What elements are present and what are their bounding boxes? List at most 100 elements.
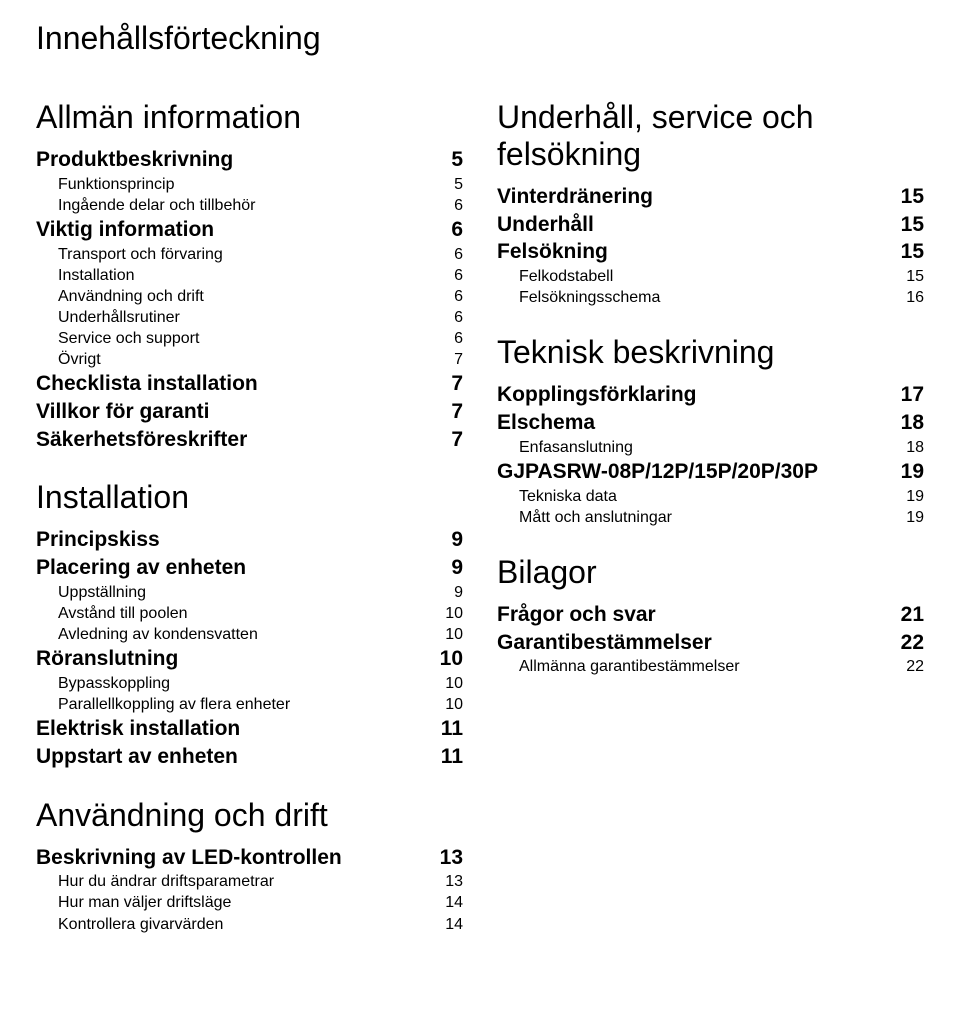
toc-entry-page: 6 — [431, 307, 463, 328]
toc-entry-page: 15 — [892, 266, 924, 287]
toc-entry-page: 10 — [431, 694, 463, 715]
toc-row: Viktig information 6 — [36, 216, 463, 244]
toc-entry-page: 11 — [431, 715, 463, 743]
toc-entry-page: 14 — [431, 892, 463, 913]
toc-entry-page: 10 — [431, 673, 463, 694]
toc-row: Hur man väljer driftsläge 14 — [36, 892, 463, 913]
section-title: Bilagor — [497, 554, 924, 591]
toc-entry-page: 6 — [431, 286, 463, 307]
toc-row: Tekniska data 19 — [497, 486, 924, 507]
toc-entry-label: Villkor för garanti — [36, 398, 218, 426]
toc-entry-label: Användning och drift — [36, 286, 212, 307]
toc-entry-label: Felsökningsschema — [497, 287, 668, 308]
toc-entry-label: Felsökning — [497, 238, 616, 266]
toc-entry-page: 15 — [892, 211, 924, 239]
toc-entry-label: Elektrisk installation — [36, 715, 248, 743]
toc-row: Övrigt7 — [36, 349, 463, 370]
toc-entry-label: Produktbeskrivning — [36, 146, 241, 174]
toc-row: Enfasanslutning18 — [497, 437, 924, 458]
toc-row: Produktbeskrivning 5 — [36, 146, 463, 174]
toc-entry-page: 22 — [892, 656, 924, 677]
section-title: Användning och drift — [36, 797, 463, 834]
toc-entry-page: 6 — [431, 265, 463, 286]
toc-entry-page: 19 — [892, 507, 924, 528]
toc-entry-label: Elschema — [497, 409, 603, 437]
toc-row: Parallellkoppling av flera enheter 10 — [36, 694, 463, 715]
toc-columns: Allmän informationProduktbeskrivning5Fun… — [36, 99, 924, 961]
toc-row: Bypasskoppling 10 — [36, 673, 463, 694]
toc-row: Uppstart av enheten11 — [36, 743, 463, 771]
toc-entry-label: Underhåll — [497, 211, 602, 239]
section-title: Underhåll, service och felsökning — [497, 99, 924, 173]
toc-entry-label: Avledning av kondensvatten — [36, 624, 266, 645]
toc-entry-page: 5 — [431, 146, 463, 174]
toc-entry-label: Säkerhetsföreskrifter — [36, 426, 255, 454]
toc-row: Avstånd till poolen10 — [36, 603, 463, 624]
toc-entry-label: Röranslutning — [36, 645, 186, 673]
toc-entry-label: Ingående delar och tillbehör — [36, 195, 263, 216]
toc-entry-label: Garantibestämmelser — [497, 629, 720, 657]
toc-entry-page: 13 — [431, 844, 463, 872]
toc-entry-page: 19 — [892, 458, 924, 486]
toc-row: Allmänna garantibestämmelser22 — [497, 656, 924, 677]
toc-right-column: Underhåll, service och felsökning Vinterd… — [497, 99, 924, 961]
toc-row: Funktionsprincip5 — [36, 174, 463, 195]
toc-row: Användning och drift 6 — [36, 286, 463, 307]
toc-entry-label: Mått och anslutningar — [497, 507, 680, 528]
toc-row: Mått och anslutningar 19 — [497, 507, 924, 528]
toc-entry-label: Transport och förvaring — [36, 244, 231, 265]
toc-entry-page: 7 — [431, 370, 463, 398]
section-title: Teknisk beskrivning — [497, 334, 924, 371]
toc-entry-page: 19 — [892, 486, 924, 507]
toc-entry-page: 10 — [431, 645, 463, 673]
toc-row: Underhåll 15 — [497, 211, 924, 239]
toc-entry-label: Funktionsprincip — [36, 174, 183, 195]
toc-entry-page: 9 — [431, 582, 463, 603]
toc-entry-page: 9 — [431, 554, 463, 582]
toc-row: Placering av enheten9 — [36, 554, 463, 582]
toc-entry-label: Bypasskoppling — [36, 673, 178, 694]
toc-entry-label: Parallellkoppling av flera enheter — [36, 694, 298, 715]
toc-row: Transport och förvaring6 — [36, 244, 463, 265]
toc-entry-label: Kontrollera givarvärden — [36, 914, 231, 935]
toc-section: BilagorFrågor och svar21Garantibestämmel… — [497, 554, 924, 678]
toc-row: Röranslutning 10 — [36, 645, 463, 673]
toc-entry-page: 17 — [892, 381, 924, 409]
toc-entry-label: Service och support — [36, 328, 207, 349]
toc-section: Användning och drift Beskrivning av LED-k… — [36, 797, 463, 935]
toc-entry-label: Hur man väljer driftsläge — [36, 892, 239, 913]
toc-entry-label: Övrigt — [36, 349, 109, 370]
toc-row: Felsökningsschema 16 — [497, 287, 924, 308]
toc-section: Underhåll, service och felsökning Vinterd… — [497, 99, 924, 308]
toc-entry-page: 7 — [431, 398, 463, 426]
toc-row: GJPASRW-08P/12P/15P/20P/30P 19 — [497, 458, 924, 486]
toc-entry-label: Principskiss — [36, 526, 168, 554]
toc-entry-label: Viktig information — [36, 216, 222, 244]
section-title: Allmän information — [36, 99, 463, 136]
toc-entry-label: Vinterdränering — [497, 183, 661, 211]
toc-entry-label: Tekniska data — [497, 486, 625, 507]
toc-row: Säkerhetsföreskrifter 7 — [36, 426, 463, 454]
toc-row: Elschema 18 — [497, 409, 924, 437]
toc-entry-page: 7 — [431, 426, 463, 454]
toc-entry-page: 10 — [431, 624, 463, 645]
toc-row: Underhållsrutiner 6 — [36, 307, 463, 328]
toc-entry-label: Underhållsrutiner — [36, 307, 188, 328]
toc-entry-label: Beskrivning av LED-kontrollen — [36, 844, 350, 872]
toc-entry-label: Felkodstabell — [497, 266, 621, 287]
toc-entry-page: 6 — [431, 216, 463, 244]
toc-left-column: Allmän informationProduktbeskrivning5Fun… — [36, 99, 463, 961]
toc-row: Elektrisk installation 11 — [36, 715, 463, 743]
toc-entry-label: GJPASRW-08P/12P/15P/20P/30P — [497, 458, 826, 486]
toc-row: Installation6 — [36, 265, 463, 286]
toc-entry-page: 18 — [892, 437, 924, 458]
toc-row: Garantibestämmelser 22 — [497, 629, 924, 657]
toc-row: Uppställning9 — [36, 582, 463, 603]
toc-entry-page: 16 — [892, 287, 924, 308]
toc-entry-page: 21 — [892, 601, 924, 629]
page-title: Innehållsförteckning — [36, 20, 924, 57]
toc-entry-page: 22 — [892, 629, 924, 657]
toc-entry-page: 18 — [892, 409, 924, 437]
toc-row: Vinterdränering15 — [497, 183, 924, 211]
toc-entry-page: 14 — [431, 914, 463, 935]
